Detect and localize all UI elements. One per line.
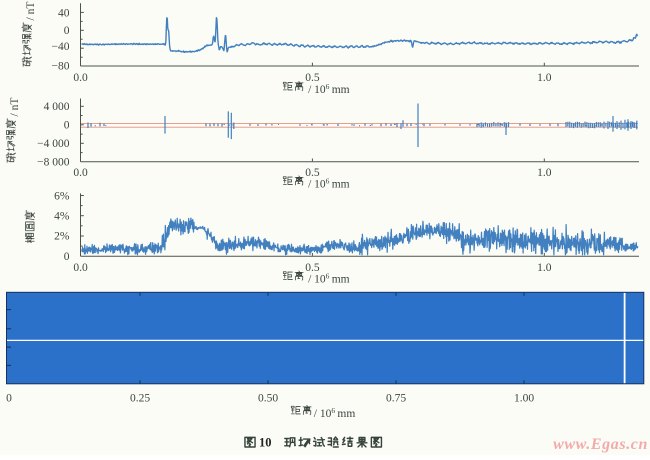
svg-text:−4 000: −4 000 (37, 138, 70, 150)
svg-text:0.25: 0.25 (130, 393, 150, 405)
svg-text:1.0: 1.0 (537, 262, 552, 274)
svg-text:4 000: 4 000 (44, 101, 70, 113)
svg-text:1.00: 1.00 (514, 393, 534, 405)
svg-text:/ nT: / nT (9, 98, 21, 117)
svg-text:0: 0 (6, 393, 12, 405)
svg-text:www.Egas.cn: www.Egas.cn (553, 436, 648, 453)
svg-text:40: 40 (58, 7, 70, 19)
svg-text:1.0: 1.0 (537, 167, 552, 179)
svg-text:−80: −80 (52, 61, 70, 73)
svg-text:0: 0 (64, 25, 70, 37)
svg-text:0.0: 0.0 (73, 262, 88, 274)
svg-text:0.75: 0.75 (386, 393, 406, 405)
svg-text:/ nT: / nT (25, 2, 37, 21)
svg-text:0.5: 0.5 (305, 72, 320, 84)
svg-text:0: 0 (64, 251, 70, 263)
svg-text:0.5: 0.5 (305, 262, 320, 274)
svg-text:/ 106 mm: / 106 mm (306, 271, 350, 285)
svg-text:/ 106 mm: / 106 mm (306, 176, 350, 190)
svg-text:−8 000: −8 000 (37, 156, 70, 168)
svg-text:1.0: 1.0 (537, 72, 552, 84)
svg-text:6%: 6% (54, 190, 70, 202)
svg-text:0: 0 (64, 119, 70, 131)
svg-text:0.0: 0.0 (73, 167, 88, 179)
svg-text:0.50: 0.50 (258, 393, 278, 405)
svg-text:4%: 4% (54, 211, 70, 223)
svg-text:/ 106 mm: / 106 mm (314, 406, 356, 420)
svg-text:0.5: 0.5 (305, 167, 320, 179)
svg-text:0.0: 0.0 (73, 72, 88, 84)
svg-text:/ 106 mm: / 106 mm (306, 82, 350, 96)
svg-text:10: 10 (259, 436, 272, 450)
svg-text:2%: 2% (54, 231, 70, 243)
svg-text:−40: −40 (52, 41, 70, 53)
